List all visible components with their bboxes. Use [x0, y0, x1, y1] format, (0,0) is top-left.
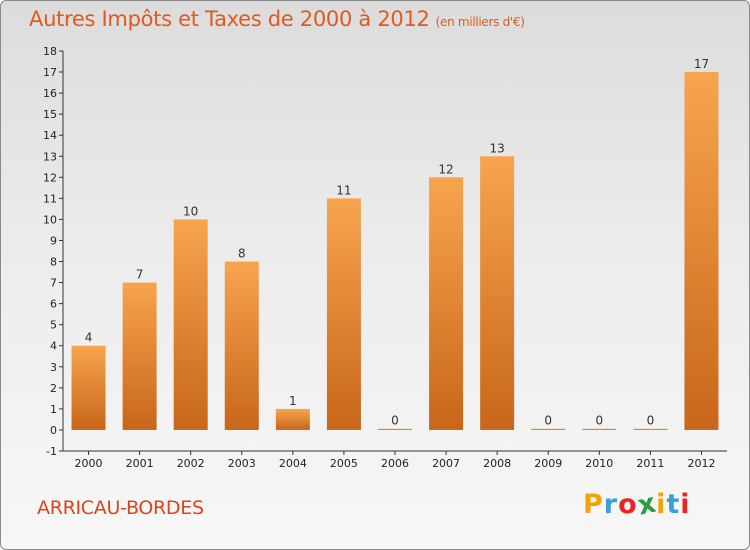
bar: [684, 72, 719, 430]
value-label: 0: [544, 414, 552, 428]
bar: [326, 198, 361, 430]
bar: [275, 408, 310, 430]
y-tick-label: 8: [50, 256, 57, 269]
chart-title: Autres Impôts et Taxes de 2000 à 2012 (en…: [29, 7, 525, 31]
value-label: 0: [595, 414, 603, 428]
value-label: 0: [647, 414, 655, 428]
logo-letter: r: [603, 489, 619, 520]
y-tick-label: 5: [50, 319, 57, 332]
value-label: 0: [391, 414, 399, 428]
bar: [224, 261, 259, 430]
bar: [122, 282, 157, 430]
logo-letter: o: [618, 489, 638, 520]
x-tick-label: 2007: [432, 457, 460, 470]
commune-name: ARRICAU-BORDES: [37, 497, 204, 519]
logo-letter: P: [583, 489, 604, 520]
bar: [71, 345, 106, 430]
y-tick-label: 16: [43, 87, 57, 100]
value-label: 17: [694, 57, 709, 71]
x-tick-label: 2009: [534, 457, 562, 470]
value-label: 12: [438, 162, 453, 176]
y-tick-label: 4: [50, 340, 57, 353]
y-tick-label: 1: [50, 403, 57, 416]
y-tick-label: 14: [43, 129, 57, 142]
bar: [582, 428, 617, 430]
y-tick-label: 6: [50, 298, 57, 311]
bar: [378, 428, 412, 430]
x-tick-label: 2008: [483, 457, 511, 470]
x-tick-label: 2002: [177, 457, 205, 470]
y-tick-label: 0: [50, 424, 57, 437]
y-tick-label: 10: [43, 213, 57, 226]
x-tick-label: 2011: [636, 457, 664, 470]
proxiti-logo: Proxiti: [583, 487, 691, 521]
y-tick-label: 15: [43, 108, 57, 121]
bar: [429, 177, 464, 430]
bar: [531, 428, 566, 430]
y-tick-label: 2: [50, 382, 57, 395]
y-tick-label: 13: [43, 150, 57, 163]
value-label: 11: [336, 183, 351, 197]
logo-letter: i: [680, 489, 691, 520]
value-label: 4: [85, 331, 93, 345]
bar: [173, 219, 208, 430]
x-tick-label: 2010: [585, 457, 613, 470]
y-tick-label: -1: [46, 445, 57, 458]
x-tick-label: 2001: [126, 457, 154, 470]
logo-letter: i: [656, 489, 667, 520]
x-tick-label: 2004: [279, 457, 307, 470]
x-tick-label: 2003: [228, 457, 256, 470]
value-label: 8: [238, 247, 246, 261]
y-tick-label: 9: [50, 234, 57, 247]
value-label: 7: [136, 268, 144, 282]
logo-letter: t: [666, 489, 681, 520]
y-tick-label: 11: [43, 192, 57, 205]
x-tick-label: 2012: [687, 457, 715, 470]
y-tick-label: 18: [43, 45, 57, 58]
value-label: 13: [490, 141, 505, 155]
y-tick-label: 17: [43, 66, 57, 79]
value-label: 10: [183, 204, 198, 218]
y-tick-label: 7: [50, 277, 57, 290]
x-tick-label: 2000: [75, 457, 103, 470]
bar: [633, 428, 668, 430]
y-tick-label: 3: [50, 361, 57, 374]
y-tick-label: 12: [43, 171, 57, 184]
chart-subtitle: (en milliers d'€): [435, 15, 525, 29]
value-label: 1: [289, 394, 297, 408]
x-tick-label: 2006: [381, 457, 409, 470]
x-tick-label: 2005: [330, 457, 358, 470]
bar: [480, 156, 515, 430]
